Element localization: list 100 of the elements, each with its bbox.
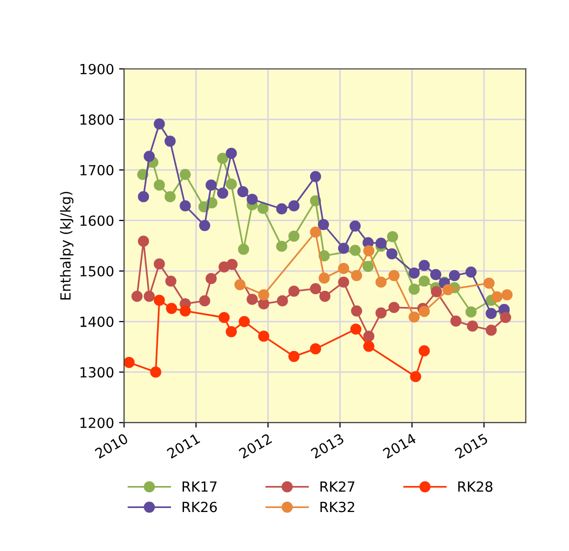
point <box>465 266 477 278</box>
legend-label: RK26 <box>182 502 217 512</box>
point <box>124 356 135 368</box>
point <box>164 136 176 147</box>
point <box>180 305 191 316</box>
point <box>388 270 400 282</box>
point <box>408 284 420 295</box>
legend-label: RK28 <box>458 481 492 492</box>
point <box>154 180 165 191</box>
point <box>387 231 398 242</box>
point <box>350 220 361 232</box>
point <box>258 298 270 310</box>
y-tick-label: 1600 <box>80 215 114 226</box>
point <box>418 260 430 272</box>
point <box>408 311 420 323</box>
point <box>258 330 270 342</box>
point <box>258 289 270 300</box>
point <box>144 290 155 302</box>
point <box>154 294 165 306</box>
y-tick-label: 1500 <box>80 266 114 276</box>
point <box>310 226 322 238</box>
point <box>288 230 300 242</box>
point <box>338 242 350 254</box>
point <box>150 366 162 378</box>
point <box>144 150 155 162</box>
point <box>363 330 374 342</box>
point <box>226 178 237 190</box>
point <box>408 267 420 279</box>
point <box>166 302 178 314</box>
point <box>386 248 398 260</box>
point <box>131 290 143 302</box>
point <box>226 258 238 270</box>
point <box>310 170 322 182</box>
point <box>338 262 350 274</box>
point <box>501 289 513 300</box>
y-tick-label: 1800 <box>80 114 114 125</box>
point <box>138 191 150 202</box>
y-tick-label: 1200 <box>80 418 114 428</box>
point <box>226 148 237 159</box>
y-tick-label: 1400 <box>80 316 114 328</box>
point <box>450 315 462 327</box>
point <box>418 306 430 317</box>
point <box>318 218 330 230</box>
point <box>288 200 300 212</box>
point <box>237 186 248 198</box>
point <box>199 295 210 306</box>
point <box>486 308 497 320</box>
point <box>486 324 497 336</box>
legend-label: RK32 <box>320 502 354 512</box>
point <box>351 305 362 316</box>
point <box>206 273 217 284</box>
point <box>257 202 269 214</box>
point <box>418 345 430 356</box>
point <box>199 220 210 232</box>
legend-label: RK27 <box>320 481 354 492</box>
point <box>363 340 374 352</box>
point <box>164 191 176 202</box>
point <box>318 272 330 284</box>
point <box>448 270 460 282</box>
point <box>442 284 454 296</box>
y-tick-label: 1300 <box>80 367 114 378</box>
point <box>238 244 250 255</box>
point <box>165 276 176 287</box>
point <box>351 270 362 282</box>
legend-label: RK17 <box>182 482 217 492</box>
point <box>319 290 330 302</box>
point <box>430 286 442 298</box>
point <box>350 244 361 256</box>
point <box>362 260 374 272</box>
y-tick-label: 1900 <box>80 64 114 74</box>
point <box>338 276 350 288</box>
point <box>276 203 288 214</box>
y-tick-label: 1700 <box>80 164 114 176</box>
point <box>288 350 300 362</box>
point <box>276 295 288 306</box>
point <box>375 307 387 319</box>
point <box>246 194 258 205</box>
point <box>418 276 430 287</box>
point <box>375 238 387 249</box>
point <box>410 371 422 382</box>
point <box>138 236 150 247</box>
point <box>288 286 300 297</box>
point <box>491 291 503 302</box>
point <box>465 306 477 318</box>
point <box>350 324 362 335</box>
y-axis-title: Enthalpy (kJ/kg) <box>60 192 74 300</box>
point <box>246 294 258 305</box>
point <box>206 180 217 191</box>
point <box>466 320 478 332</box>
point <box>388 302 400 313</box>
point <box>154 258 165 270</box>
point <box>310 343 322 354</box>
point <box>218 312 230 324</box>
point <box>500 312 512 324</box>
point <box>483 278 495 289</box>
point <box>226 326 237 338</box>
point <box>217 188 228 199</box>
point <box>180 200 191 212</box>
point <box>363 245 374 256</box>
point <box>430 268 442 280</box>
